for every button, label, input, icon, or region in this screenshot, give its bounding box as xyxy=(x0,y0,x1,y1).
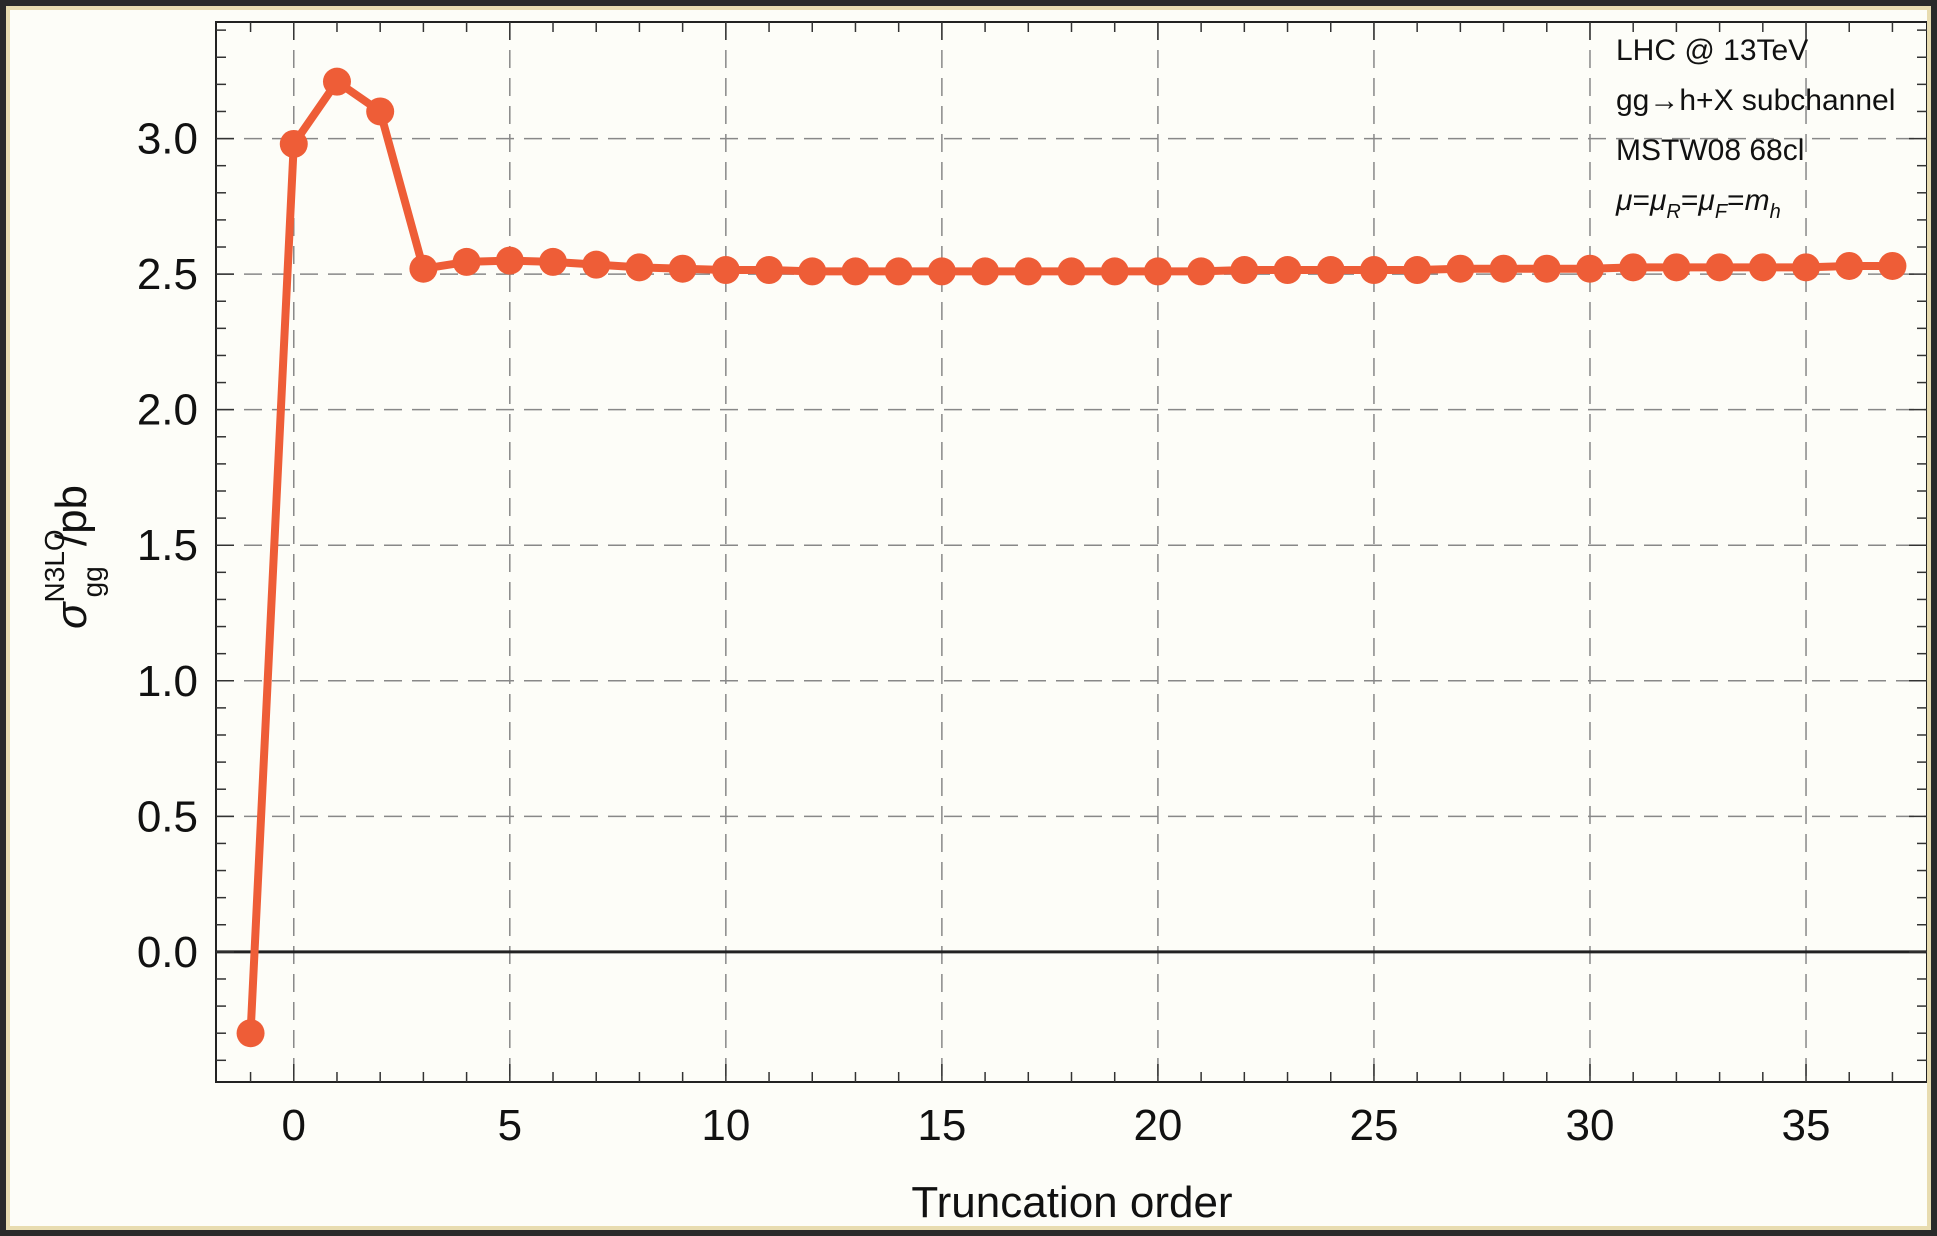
data-point xyxy=(971,257,1000,286)
x-tick-label: 15 xyxy=(917,1101,966,1150)
annotation-scale: μ=μR=μF=mh xyxy=(1615,184,1781,223)
data-point xyxy=(755,256,784,285)
y-tick-label: 1.5 xyxy=(137,521,198,570)
y-tick-label: 3.0 xyxy=(137,115,198,164)
data-point xyxy=(1143,257,1172,286)
data-point xyxy=(539,247,568,276)
x-axis-title: Truncation order xyxy=(911,1178,1232,1226)
data-point xyxy=(1446,254,1475,283)
grid xyxy=(216,22,1927,1082)
data-point xyxy=(1575,254,1604,283)
chart-frame: 0 5 10 15 20 25 30 35 0.0 0.5 1.0 1.5 2.0 2.5 3.0 Trun… xyxy=(6,6,1931,1230)
y-axis-unit: /pb xyxy=(47,485,96,546)
annotation-channel: gg→h+X subchannel xyxy=(1616,84,1895,117)
data-point xyxy=(1792,253,1821,282)
data-point xyxy=(409,254,438,283)
data-point xyxy=(1489,254,1518,283)
data-point xyxy=(711,256,740,285)
x-tick-label: 5 xyxy=(498,1101,522,1150)
x-tick-label: 10 xyxy=(701,1101,750,1150)
x-tick-label: 25 xyxy=(1349,1101,1398,1150)
data-point xyxy=(279,129,308,158)
tick-labels: 0 5 10 15 20 25 30 35 0.0 0.5 1.0 1.5 2.0 2.5 3.0 xyxy=(137,115,1831,1150)
y-axis-symbol: σ xyxy=(47,601,96,629)
data-point xyxy=(1619,253,1648,282)
plot-border xyxy=(215,21,1927,1083)
data-point xyxy=(495,246,524,275)
annotation-energy: LHC @ 13TeV xyxy=(1616,34,1808,67)
y-axis-title: σN3LO gg/pb xyxy=(39,485,108,629)
y-tick-label: 1.0 xyxy=(137,657,198,706)
x-tick-label: 30 xyxy=(1566,1101,1615,1150)
data-point xyxy=(1532,254,1561,283)
x-tick-label: 0 xyxy=(282,1101,306,1150)
data-point xyxy=(1057,257,1086,286)
data-point xyxy=(884,257,913,286)
y-tick-label: 0.0 xyxy=(137,928,198,977)
data-point xyxy=(1748,253,1777,282)
data-point xyxy=(798,257,827,286)
data-point xyxy=(1878,251,1907,280)
axis-ticks xyxy=(216,22,1927,1082)
x-tick-label: 35 xyxy=(1782,1101,1831,1150)
data-point xyxy=(1100,257,1129,286)
data-point xyxy=(1273,256,1302,285)
data-point xyxy=(1403,256,1432,285)
data-point xyxy=(1359,256,1388,285)
y-tick-label: 2.5 xyxy=(137,250,198,299)
data-point xyxy=(452,247,481,276)
y-axis-subscript: gg xyxy=(77,566,108,597)
data-point xyxy=(322,67,351,96)
data-point xyxy=(1316,256,1345,285)
y-tick-label: 0.5 xyxy=(137,792,198,841)
line-chart: 0 5 10 15 20 25 30 35 0.0 0.5 1.0 1.5 2.0 2.5 3.0 Trun… xyxy=(39,21,1927,1226)
data-point xyxy=(1014,257,1043,286)
data-point xyxy=(582,250,611,279)
data-point xyxy=(1230,256,1259,285)
data-point xyxy=(841,257,870,286)
x-tick-label: 20 xyxy=(1133,1101,1182,1150)
data-point xyxy=(236,1019,265,1048)
y-tick-label: 2.0 xyxy=(137,386,198,435)
data-point xyxy=(625,253,654,282)
data-point xyxy=(668,254,697,283)
data-point xyxy=(366,97,395,126)
series-line xyxy=(246,77,1893,1034)
data-point xyxy=(1835,251,1864,280)
data-point xyxy=(1662,253,1691,282)
data-point xyxy=(927,257,956,286)
series xyxy=(236,67,1907,1048)
annotation-box: LHC @ 13TeV gg→h+X subchannel MSTW08 68c… xyxy=(1615,34,1895,223)
data-point xyxy=(1187,257,1216,286)
data-point xyxy=(1705,253,1734,282)
annotation-pdf: MSTW08 68cl xyxy=(1616,134,1804,167)
y-axis-superscript: N3LO xyxy=(39,529,70,602)
